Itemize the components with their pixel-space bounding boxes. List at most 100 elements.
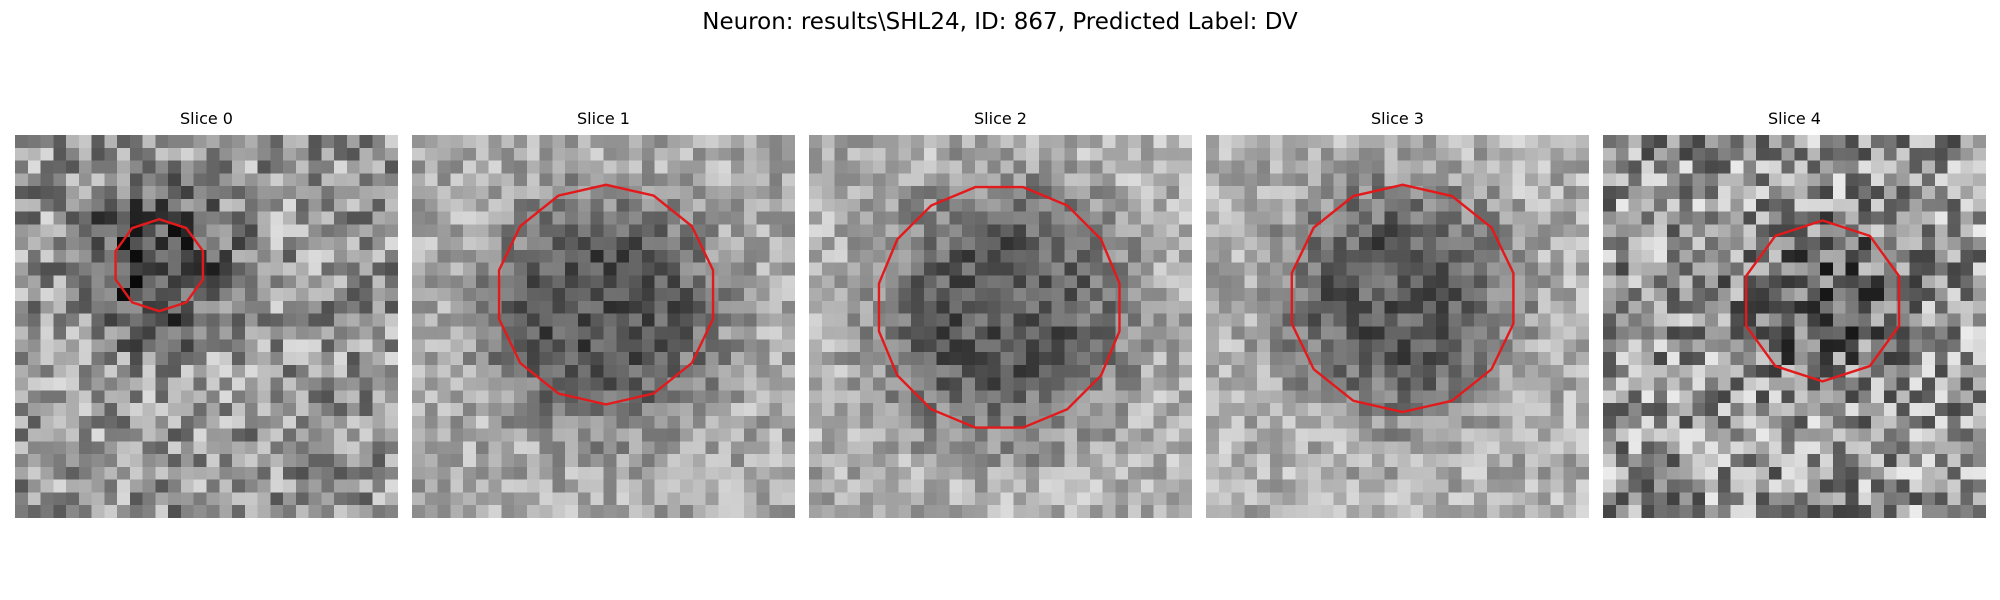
pixel	[1730, 377, 1744, 391]
pixel	[898, 262, 912, 276]
pixel	[974, 313, 988, 327]
pixel	[1743, 479, 1757, 493]
pixel	[949, 403, 963, 417]
pixel	[385, 173, 398, 187]
pixel	[1525, 339, 1539, 353]
pixel	[1486, 135, 1500, 149]
pixel	[244, 403, 258, 417]
pixel	[1371, 262, 1385, 276]
pixel	[1128, 428, 1142, 442]
pixel	[1947, 313, 1961, 327]
pixel	[1641, 275, 1655, 289]
pixel	[898, 352, 912, 366]
pixel	[577, 300, 591, 314]
pixel	[1435, 415, 1449, 429]
pixel	[219, 262, 233, 276]
pixel	[539, 237, 553, 251]
pixel	[526, 249, 540, 263]
pixel	[834, 479, 848, 493]
pixel	[488, 160, 502, 174]
pixel	[1499, 364, 1513, 378]
pixel	[1512, 492, 1526, 506]
pixel	[949, 377, 963, 391]
pixel	[1153, 160, 1167, 174]
pixel	[1717, 466, 1731, 480]
pixel	[1384, 339, 1398, 353]
pixel	[437, 211, 451, 225]
pixel	[743, 313, 757, 327]
pixel	[821, 454, 835, 468]
pixel	[1922, 198, 1936, 212]
pixel	[1781, 249, 1795, 263]
pixel	[1730, 237, 1744, 251]
pixel	[1679, 441, 1693, 455]
pixel	[1320, 275, 1334, 289]
pixel	[1218, 288, 1232, 302]
pixel	[1346, 262, 1360, 276]
pixel	[1461, 415, 1475, 429]
pixel	[283, 339, 297, 353]
pixel	[1346, 377, 1360, 391]
pixel	[168, 275, 182, 289]
pixel	[142, 237, 156, 251]
pixel	[1603, 326, 1617, 340]
pixel	[731, 173, 745, 187]
pixel	[1909, 224, 1923, 238]
pixel	[590, 479, 604, 493]
pixel	[1474, 173, 1488, 187]
pixel	[1166, 492, 1180, 506]
pixel	[1064, 249, 1078, 263]
pixel	[1756, 160, 1770, 174]
pixel	[1820, 441, 1834, 455]
pixel	[1603, 492, 1617, 506]
pixel	[1692, 390, 1706, 404]
pixel	[1603, 377, 1617, 391]
pixel	[847, 288, 861, 302]
slice-image	[1603, 135, 1986, 518]
pixel	[385, 300, 398, 314]
pixel	[501, 390, 515, 404]
pixel	[1435, 224, 1449, 238]
pixel	[885, 300, 899, 314]
pixel	[270, 173, 284, 187]
pixel	[629, 237, 643, 251]
pixel	[962, 313, 976, 327]
pixel	[475, 339, 489, 353]
pixel	[372, 147, 386, 161]
pixel	[1128, 339, 1142, 353]
pixel	[1102, 466, 1116, 480]
pixel	[1692, 173, 1706, 187]
pixel	[1934, 466, 1948, 480]
pixel	[1666, 454, 1680, 468]
pixel	[1717, 198, 1731, 212]
pixel	[193, 224, 207, 238]
pixel	[155, 313, 169, 327]
pixel	[155, 275, 169, 289]
pixel	[1115, 224, 1129, 238]
pixel	[295, 313, 309, 327]
pixel	[718, 466, 732, 480]
pixel	[412, 377, 426, 391]
pixel	[782, 403, 795, 417]
pixel	[526, 466, 540, 480]
pixel	[1448, 173, 1462, 187]
pixel	[1435, 505, 1449, 518]
pixel	[1153, 390, 1167, 404]
pixel	[743, 428, 757, 442]
pixel	[1486, 339, 1500, 353]
pixel	[539, 313, 553, 327]
pixel	[1499, 288, 1513, 302]
pixel	[1858, 415, 1872, 429]
pixel	[923, 454, 937, 468]
pixel	[1410, 390, 1424, 404]
pixel	[168, 505, 182, 518]
pixel	[1013, 492, 1027, 506]
pixel	[1206, 352, 1220, 366]
pixel	[1038, 224, 1052, 238]
pixel	[1537, 441, 1551, 455]
pixel	[743, 160, 757, 174]
pixel	[1512, 237, 1526, 251]
cell-contour	[116, 219, 203, 311]
pixel	[1666, 135, 1680, 149]
pixel	[603, 313, 617, 327]
